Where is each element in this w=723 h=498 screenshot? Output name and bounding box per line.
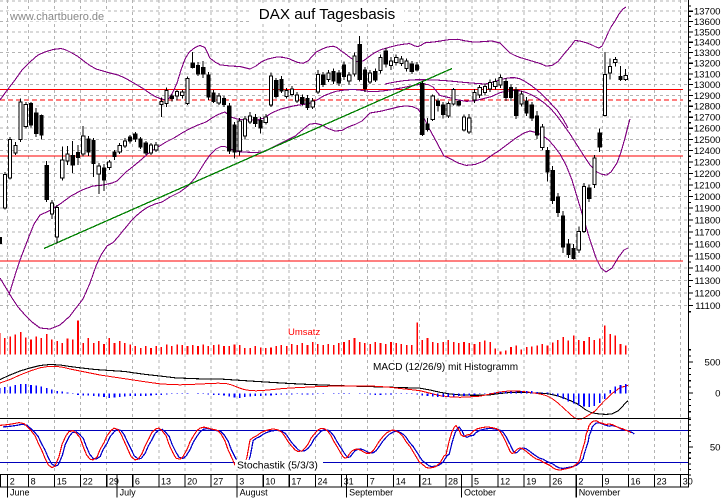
svg-text:12600: 12600 xyxy=(694,124,721,135)
svg-text:11400: 11400 xyxy=(695,264,721,275)
svg-text:11200: 11200 xyxy=(695,288,721,299)
svg-text:November: November xyxy=(579,488,621,498)
svg-text:27: 27 xyxy=(213,476,223,486)
svg-text:30: 30 xyxy=(683,476,693,486)
svg-text:12800: 12800 xyxy=(694,102,721,113)
svg-text:11500: 11500 xyxy=(695,251,721,262)
svg-text:31: 31 xyxy=(344,476,354,486)
svg-text:October: October xyxy=(464,488,496,498)
svg-text:12000: 12000 xyxy=(694,192,721,203)
svg-text:15: 15 xyxy=(57,476,67,486)
svg-text:12700: 12700 xyxy=(694,113,721,124)
svg-text:11300: 11300 xyxy=(695,276,721,287)
svg-text:21: 21 xyxy=(422,476,432,486)
svg-text:16: 16 xyxy=(631,476,641,486)
svg-text:13600: 13600 xyxy=(694,17,721,28)
svg-text:26: 26 xyxy=(552,476,562,486)
svg-text:14: 14 xyxy=(396,476,406,486)
svg-text:29: 29 xyxy=(109,476,119,486)
svg-text:11600: 11600 xyxy=(695,239,721,250)
svg-text:0: 0 xyxy=(715,389,720,400)
svg-text:3: 3 xyxy=(239,476,244,486)
svg-text:July: July xyxy=(120,488,137,498)
svg-text:11800: 11800 xyxy=(695,215,721,226)
svg-text:September: September xyxy=(349,488,393,498)
svg-text:13200: 13200 xyxy=(694,59,721,70)
svg-text:2: 2 xyxy=(10,476,15,486)
svg-text:Umsatz: Umsatz xyxy=(288,327,320,338)
svg-text:11900: 11900 xyxy=(695,204,721,215)
svg-text:28: 28 xyxy=(448,476,458,486)
svg-text:11100: 11100 xyxy=(695,301,720,312)
svg-text:6: 6 xyxy=(135,476,140,486)
svg-text:50: 50 xyxy=(710,443,721,454)
svg-text:June: June xyxy=(10,488,30,498)
svg-text:2: 2 xyxy=(578,476,583,486)
svg-text:9: 9 xyxy=(605,476,610,486)
svg-text:13: 13 xyxy=(161,476,171,486)
svg-text:7: 7 xyxy=(370,476,375,486)
svg-text:12100: 12100 xyxy=(694,180,721,191)
svg-text:500: 500 xyxy=(704,358,720,369)
svg-text:17: 17 xyxy=(291,476,301,486)
svg-text:12200: 12200 xyxy=(694,169,721,180)
svg-text:Stochastik (5/3/3): Stochastik (5/3/3) xyxy=(237,460,318,471)
svg-text:24: 24 xyxy=(318,476,328,486)
svg-text:12: 12 xyxy=(500,476,510,486)
svg-text:13700: 13700 xyxy=(694,7,721,18)
svg-text:13400: 13400 xyxy=(694,38,721,49)
svg-text:11700: 11700 xyxy=(695,227,721,238)
svg-text:13300: 13300 xyxy=(694,48,721,59)
svg-text:10: 10 xyxy=(265,476,275,486)
svg-text:12400: 12400 xyxy=(694,146,721,157)
svg-text:MACD (12/26/9) mit Histogramm: MACD (12/26/9) mit Histogramm xyxy=(373,362,518,373)
svg-text:13500: 13500 xyxy=(694,27,721,38)
svg-text:13100: 13100 xyxy=(694,69,721,80)
svg-text:12500: 12500 xyxy=(694,135,721,146)
svg-text:13000: 13000 xyxy=(694,80,721,91)
svg-text:23: 23 xyxy=(657,476,667,486)
svg-text:12300: 12300 xyxy=(694,157,721,168)
svg-text:19: 19 xyxy=(526,476,536,486)
svg-text:20: 20 xyxy=(187,476,197,486)
svg-text:DAX auf Tagesbasis: DAX auf Tagesbasis xyxy=(259,6,396,23)
svg-text:8: 8 xyxy=(31,476,36,486)
svg-text:August: August xyxy=(240,488,269,498)
svg-text:12900: 12900 xyxy=(694,91,721,102)
svg-text:22: 22 xyxy=(83,476,93,486)
svg-text:5: 5 xyxy=(474,476,479,486)
svg-text:www.chartbuero.de: www.chartbuero.de xyxy=(9,11,104,23)
